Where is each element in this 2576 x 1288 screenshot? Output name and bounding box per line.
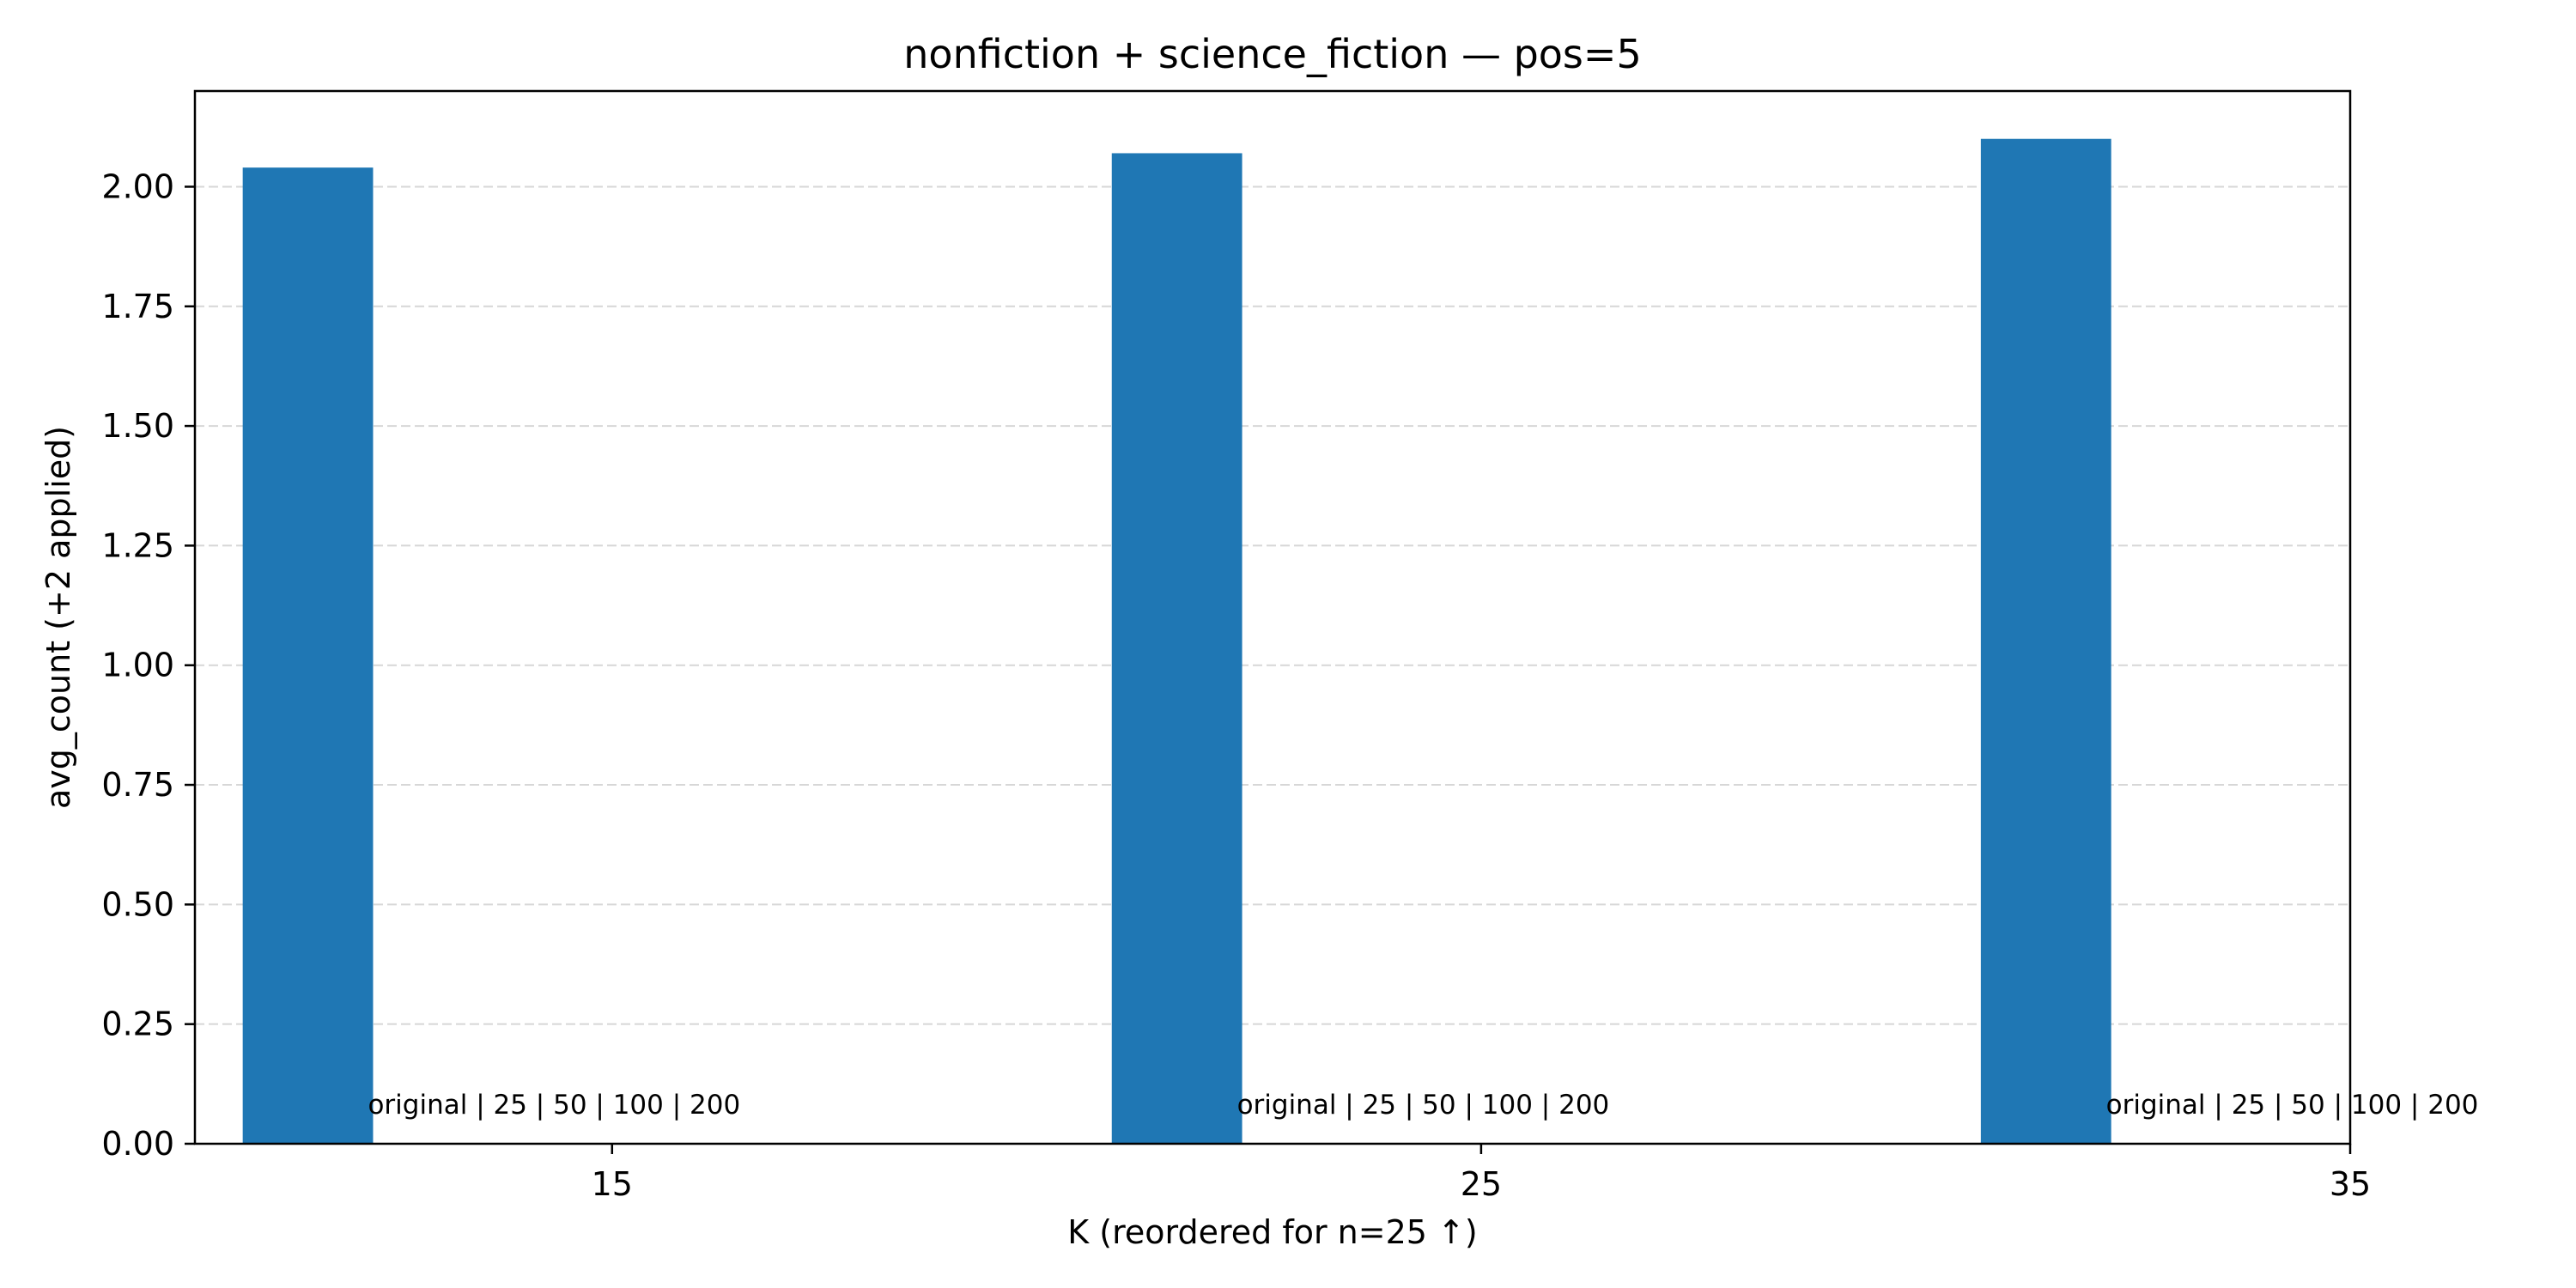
- bar-annotations: original | 25 | 50 | 100 | 200 original |…: [368, 1090, 2478, 1121]
- bar: [1111, 153, 1242, 1145]
- bar-annotation: original | 25 | 50 | 100 | 200: [1237, 1090, 1610, 1121]
- plot-frame: [193, 89, 2352, 1145]
- y-tick-label: 1.75: [101, 288, 174, 325]
- y-tick-label: 0.25: [101, 1005, 174, 1043]
- x-axis-ticks: 15 25 35: [592, 1144, 2371, 1203]
- y-tick-label: 1.00: [101, 647, 174, 684]
- x-tick-label: 25: [1461, 1165, 1502, 1203]
- bars: [242, 138, 2111, 1145]
- x-axis-label: K (reordered for n=25 ↑): [1067, 1213, 1477, 1251]
- chart-title: nonfiction + science_fiction — pos=5: [903, 31, 1641, 77]
- y-tick-label: 1.50: [101, 407, 174, 445]
- bar-annotation: original | 25 | 50 | 100 | 200: [2106, 1090, 2479, 1121]
- y-tick-label: 0.50: [101, 885, 174, 923]
- x-tick-label: 35: [2330, 1165, 2371, 1203]
- bar: [1980, 138, 2111, 1144]
- y-tick-label: 1.25: [101, 526, 174, 564]
- grid-lines: [195, 185, 2350, 1025]
- x-tick-label: 15: [592, 1165, 633, 1203]
- y-axis-ticks: 0.00 0.25 0.50 0.75 1.00 1.25 1.50 1.75 2.00: [101, 167, 195, 1163]
- y-tick-label: 0.75: [101, 766, 174, 804]
- y-tick-label: 0.00: [101, 1125, 174, 1163]
- y-axis-label: avg_count (+2 applied): [39, 426, 77, 809]
- bar-annotation: original | 25 | 50 | 100 | 200: [368, 1090, 740, 1121]
- bar: [242, 167, 374, 1145]
- y-tick-label: 2.00: [101, 167, 174, 205]
